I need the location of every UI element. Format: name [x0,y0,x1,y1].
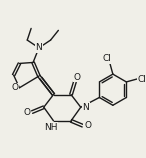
Text: NH: NH [44,123,57,132]
Text: O: O [73,73,80,82]
Text: O: O [24,108,31,117]
Text: N: N [35,43,42,52]
Text: O: O [11,83,18,92]
Text: Cl: Cl [103,54,111,63]
Text: Cl: Cl [138,75,146,83]
Text: N: N [82,103,89,112]
Text: O: O [84,121,91,130]
